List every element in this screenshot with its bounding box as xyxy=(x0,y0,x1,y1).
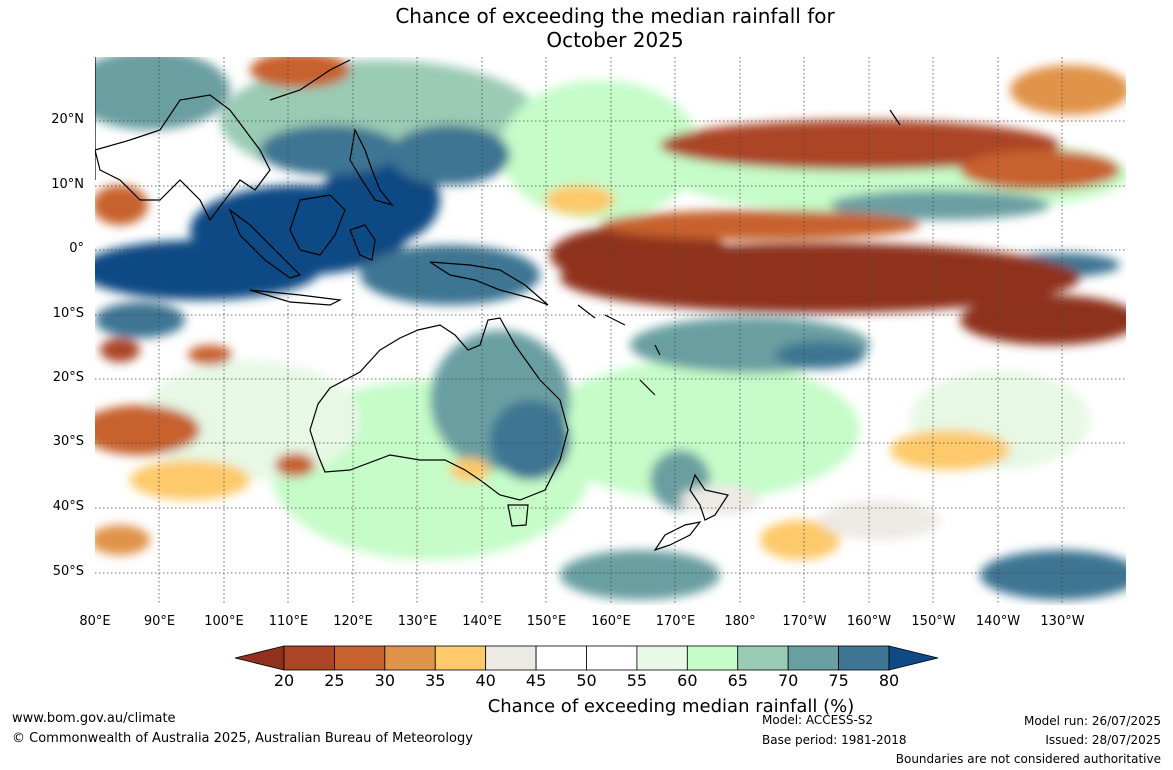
colorbar-segment xyxy=(334,645,386,671)
colorbar-tick-label: 35 xyxy=(425,671,446,690)
longitude-label: 170°E xyxy=(655,614,696,629)
colorbar-segment xyxy=(737,645,789,671)
colorbar-segment xyxy=(838,645,890,671)
coastlines xyxy=(95,57,901,552)
latitude-label: 10°S xyxy=(52,306,84,321)
longitude-label: 150°W xyxy=(911,614,956,629)
colorbar-tick-label: 55 xyxy=(626,671,648,690)
model-run-text: Model run: 26/07/2025 xyxy=(1023,714,1161,728)
colorbar-tick-label: 20 xyxy=(273,671,295,690)
colorbar-segment xyxy=(586,645,638,671)
longitude-label: 80°E xyxy=(79,614,111,629)
latitude-label: 40°S xyxy=(52,499,84,514)
colorbar-tick-label: 30 xyxy=(374,671,395,690)
longitude-label: 170°W xyxy=(782,614,827,629)
longitude-label: 130°W xyxy=(1040,614,1085,629)
colorbar-segment xyxy=(384,645,436,671)
title-line-2: October 2025 xyxy=(546,28,684,52)
longitude-label: 140°W xyxy=(975,614,1021,629)
colorbar-segment xyxy=(485,645,537,671)
rainfall-probability-field xyxy=(95,57,1126,605)
longitude-label: 160°W xyxy=(846,614,892,629)
graticule xyxy=(95,57,1126,605)
colorbar-segment xyxy=(535,645,587,671)
colorbar-tick-label: 40 xyxy=(475,671,496,690)
longitude-label: 180° xyxy=(724,614,756,629)
colorbar-tick-label: 80 xyxy=(878,671,900,690)
colorbar-segment xyxy=(283,645,335,671)
longitude-label: 100°E xyxy=(204,614,244,629)
colorbar-tick-label: 65 xyxy=(727,671,748,690)
longitude-label: 140°E xyxy=(462,614,502,629)
colorbar-tick-label: 25 xyxy=(324,671,345,690)
latitude-label: 30°S xyxy=(52,434,84,449)
model-text: Model: ACCESS-S2 xyxy=(762,713,874,727)
colorbar-tick-label: 60 xyxy=(677,671,698,690)
website-link[interactable]: www.bom.gov.au/climate xyxy=(12,711,176,726)
colorbar-segment xyxy=(686,645,739,671)
colorbar-low-arrow xyxy=(234,645,285,671)
colorbar-segment xyxy=(787,645,839,671)
longitude-label: 110°E xyxy=(268,614,309,629)
issued-text: Issued: 28/07/2025 xyxy=(1045,733,1161,747)
colorbar-segment xyxy=(434,645,487,671)
latitude-label: 10°N xyxy=(51,177,84,192)
latitude-label: 0° xyxy=(69,241,84,256)
base-period-text: Base period: 1981-2018 xyxy=(762,733,907,747)
longitude-label: 160°E xyxy=(591,614,631,629)
colorbar-segment xyxy=(636,645,688,671)
colorbar-tick-label: 70 xyxy=(777,671,799,690)
longitude-label: 150°E xyxy=(526,614,567,629)
title-line-1: Chance of exceeding the median rainfall … xyxy=(395,4,835,28)
map-title: Chance of exceeding the median rainfall … xyxy=(0,4,1173,52)
latitude-label: 20°N xyxy=(51,112,84,127)
longitude-label: 130°E xyxy=(397,614,438,629)
colorbar-high-arrow xyxy=(888,645,939,671)
latitude-label: 50°S xyxy=(52,564,84,579)
colorbar-title: Chance of exceeding median rainfall (%) xyxy=(487,696,855,717)
colorbar-tick-label: 45 xyxy=(525,671,547,690)
colorbar xyxy=(234,645,939,671)
copyright-text: © Commonwealth of Australia 2025, Austra… xyxy=(12,731,473,746)
disclaimer-text: Boundaries are not considered authoritat… xyxy=(895,752,1161,766)
longitude-label: 90°E xyxy=(143,614,176,629)
latitude-label: 20°S xyxy=(52,370,84,385)
colorbar-tick-label: 50 xyxy=(576,671,597,690)
colorbar-tick-label: 75 xyxy=(828,671,849,690)
longitude-label: 120°E xyxy=(333,614,373,629)
